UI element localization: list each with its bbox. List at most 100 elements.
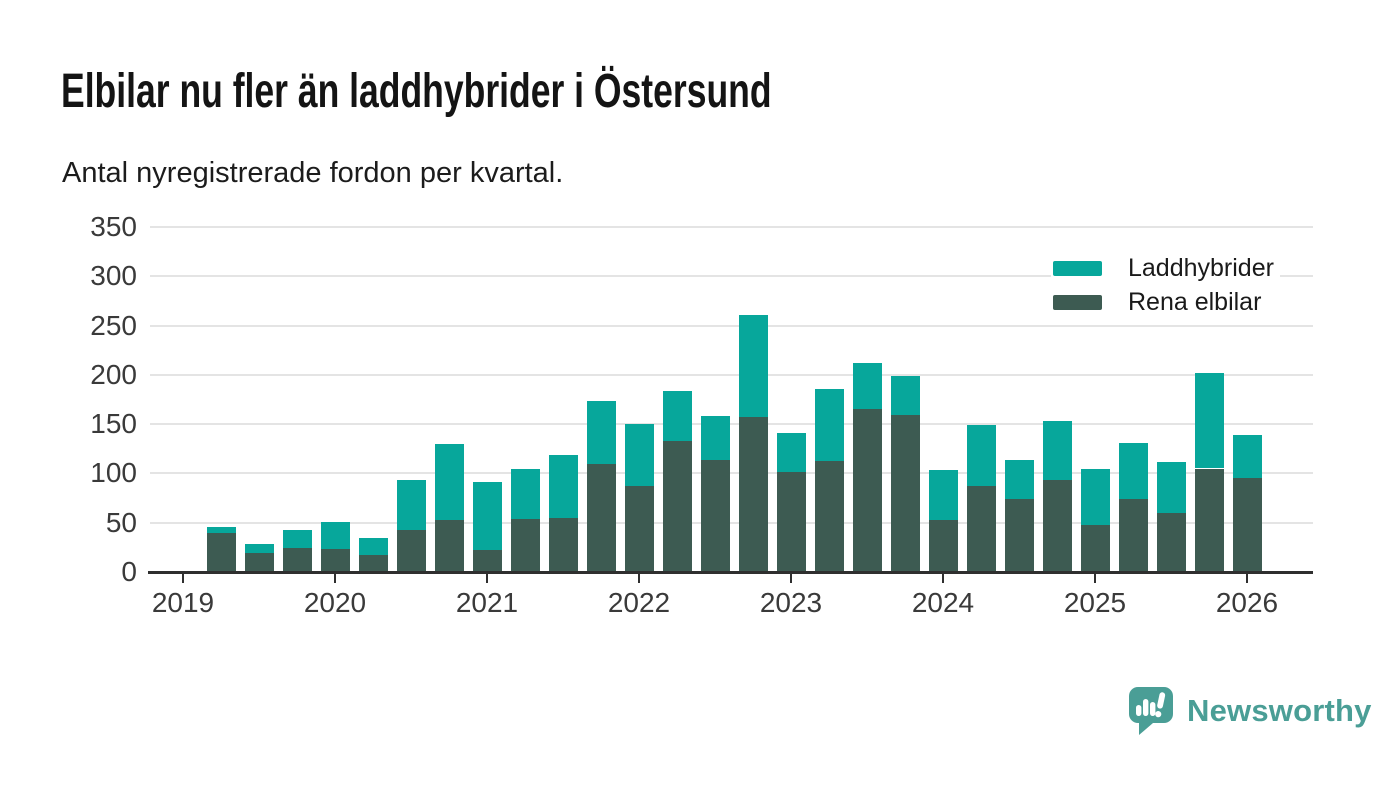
bar-segment-laddhybrider	[472, 482, 502, 551]
x-axis-tick	[334, 574, 336, 583]
bar-segment-rena-elbilar	[510, 518, 540, 572]
bar-segment-laddhybrider	[510, 468, 540, 519]
bar-segment-rena-elbilar	[358, 555, 388, 572]
bar-segment-rena-elbilar	[966, 486, 996, 572]
legend-swatch	[1053, 260, 1102, 276]
gridline	[150, 226, 1313, 228]
bar-segment-laddhybrider	[1118, 442, 1148, 500]
bar-segment-laddhybrider	[586, 401, 616, 464]
bar-segment-laddhybrider	[282, 529, 312, 549]
x-axis-year-label: 2020	[303, 587, 367, 618]
x-axis-tick	[790, 574, 792, 583]
bar-segment-rena-elbilar	[320, 549, 350, 572]
bar-segment-rena-elbilar	[1232, 478, 1262, 572]
bar-segment-rena-elbilar	[1080, 524, 1110, 572]
bar-segment-rena-elbilar	[700, 459, 730, 572]
bar-segment-laddhybrider	[206, 526, 236, 533]
bar-segment-laddhybrider	[814, 388, 844, 461]
legend-label: Laddhybrider	[1128, 253, 1274, 282]
bar-segment-laddhybrider	[890, 375, 920, 416]
bar-segment-laddhybrider	[1194, 372, 1224, 469]
y-axis-tick-label: 0	[121, 556, 137, 587]
x-axis-tick	[638, 574, 640, 583]
bar-segment-laddhybrider	[738, 314, 768, 418]
bar-segment-laddhybrider	[434, 443, 464, 520]
bar-segment-laddhybrider	[1080, 469, 1110, 525]
bar-segment-rena-elbilar	[586, 463, 616, 572]
bar-segment-laddhybrider	[396, 480, 426, 530]
bar-segment-rena-elbilar	[776, 472, 806, 572]
brand-footer: Newsworthy	[1128, 686, 1372, 736]
bar-segment-laddhybrider	[244, 544, 274, 554]
bar-segment-rena-elbilar	[1118, 499, 1148, 572]
gridline	[150, 324, 1313, 327]
bar-segment-laddhybrider	[1004, 459, 1034, 500]
gridline	[150, 472, 1313, 475]
x-axis-year-label: 2022	[607, 587, 671, 618]
y-axis-tick-label: 250	[90, 309, 137, 341]
bar-segment-rena-elbilar	[890, 415, 920, 572]
bar-segment-rena-elbilar	[1042, 480, 1072, 572]
x-axis-year-label: 2025	[1063, 587, 1127, 618]
chart-subtitle: Antal nyregistrerade fordon per kvartal.	[62, 157, 564, 189]
x-axis-year-label: 2019	[151, 587, 215, 618]
bar-segment-laddhybrider	[1156, 461, 1186, 513]
legend-item-laddhybrider: Laddhybrider	[1053, 251, 1274, 285]
gridline	[150, 521, 1313, 524]
bar-segment-rena-elbilar	[472, 550, 502, 572]
y-axis-tick-label: 350	[90, 211, 137, 242]
bar-segment-rena-elbilar	[282, 548, 312, 572]
bar-segment-rena-elbilar	[1194, 468, 1224, 572]
y-axis-tick-label: 200	[90, 358, 137, 390]
y-axis-tick-label: 150	[90, 408, 137, 440]
chart-title: Elbilar nu fler än laddhybrider i Östers…	[61, 65, 772, 118]
bar-segment-rena-elbilar	[662, 440, 692, 572]
bar-segment-rena-elbilar	[1156, 512, 1186, 572]
bar-segment-laddhybrider	[358, 538, 388, 556]
bar-segment-laddhybrider	[1042, 421, 1072, 481]
bar-segment-laddhybrider	[928, 470, 958, 520]
bar-segment-rena-elbilar	[206, 532, 236, 572]
x-axis-tick	[942, 574, 944, 583]
bar-segment-laddhybrider	[776, 433, 806, 473]
newsworthy-logo-icon	[1129, 687, 1173, 735]
gridline	[150, 423, 1313, 426]
legend-item-rena-elbilar: Rena elbilar	[1053, 285, 1274, 319]
legend-swatch	[1053, 294, 1102, 310]
bar-segment-laddhybrider	[966, 425, 996, 487]
bar-segment-rena-elbilar	[548, 517, 578, 572]
bar-segment-rena-elbilar	[396, 529, 426, 572]
bar-segment-laddhybrider	[1232, 434, 1262, 479]
x-axis-tick	[182, 574, 184, 583]
x-axis-year-label: 2021	[455, 587, 519, 618]
bar-segment-laddhybrider	[852, 363, 882, 410]
bar-segment-rena-elbilar	[814, 460, 844, 572]
chart-legend: Laddhybrider Rena elbilar	[1051, 250, 1280, 320]
bar-segment-rena-elbilar	[624, 486, 654, 572]
bar-segment-rena-elbilar	[1004, 499, 1034, 572]
bar-segment-rena-elbilar	[244, 553, 274, 572]
x-axis-year-label: 2024	[911, 587, 975, 618]
bar-segment-rena-elbilar	[434, 519, 464, 572]
legend-label: Rena elbilar	[1128, 287, 1262, 316]
bar-segment-rena-elbilar	[928, 519, 958, 572]
bar-segment-rena-elbilar	[738, 417, 768, 572]
bar-segment-laddhybrider	[548, 454, 578, 518]
x-axis-tick	[1094, 574, 1096, 583]
gridline	[150, 275, 1313, 278]
x-axis-line	[148, 571, 1313, 574]
y-axis-tick-label: 300	[90, 260, 137, 292]
bar-segment-rena-elbilar	[852, 409, 882, 572]
bar-segment-laddhybrider	[662, 390, 692, 441]
x-axis-tick	[486, 574, 488, 583]
bar-segment-laddhybrider	[320, 521, 350, 550]
y-axis-tick-label: 100	[90, 457, 137, 489]
x-axis-tick	[1246, 574, 1248, 583]
bar-segment-laddhybrider	[700, 416, 730, 460]
x-axis-year-label: 2026	[1215, 587, 1279, 618]
brand-name: Newsworthy	[1187, 693, 1372, 728]
bar-segment-laddhybrider	[624, 424, 654, 487]
x-axis-year-label: 2023	[759, 587, 823, 618]
